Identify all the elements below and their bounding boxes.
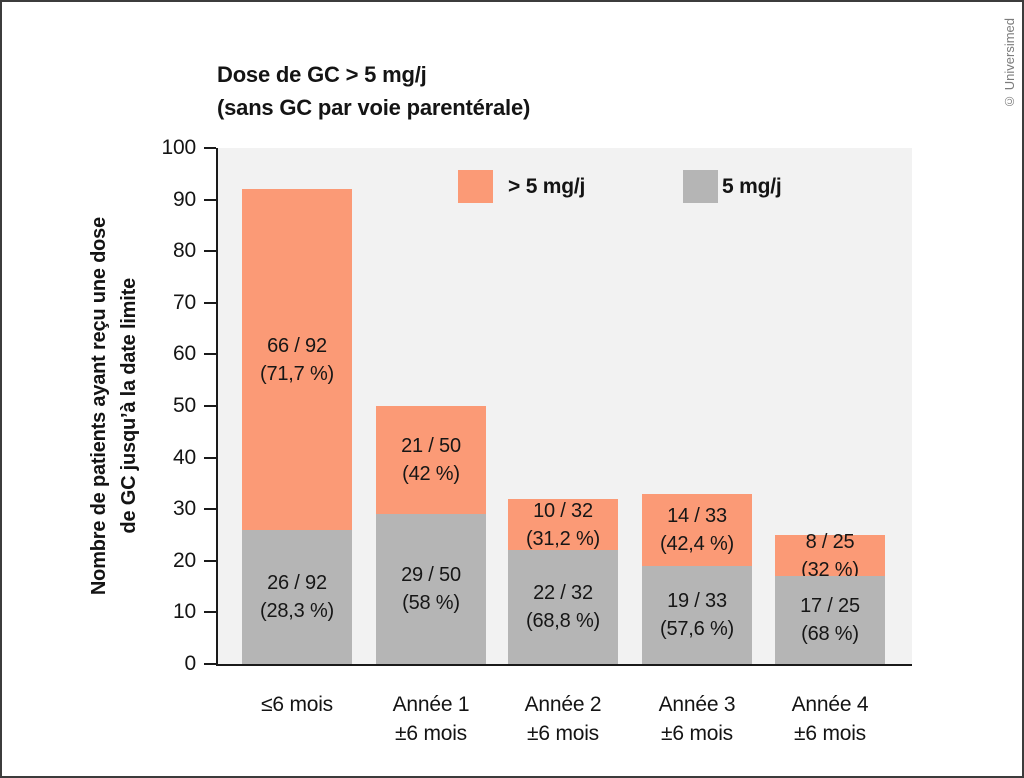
y-tick-label: 40: [173, 445, 196, 469]
bar-segment-5mg: 19 / 33 (57,6 %): [642, 565, 752, 664]
x-axis-label-line: ±6 mois: [527, 722, 599, 745]
stacked-bar: 10 / 32 (31,2 %) 22 / 32 (68,8 %): [508, 498, 618, 664]
legend-swatch-gray: [683, 170, 718, 203]
y-tick-mark: [204, 250, 216, 253]
chart-title-line2: (sans GC par voie parentérale): [217, 95, 531, 120]
y-tick-mark: [204, 405, 216, 407]
legend-swatch-orange: [458, 170, 493, 203]
bar-value-label: (28,3 %): [260, 599, 334, 622]
y-tick-label: 0: [184, 652, 197, 675]
y-axis-line: [216, 148, 218, 666]
bar-value-label: (68,8 %): [526, 610, 600, 633]
y-axis-title: Nombre de patients ayant reçu une dose d…: [88, 148, 148, 664]
plot-area: > 5 mg/j 5 mg/j 0 10 20 30 40 50 60 70 80 90 100 66…: [162, 136, 912, 675]
chart-title-line1: Dose de GC > 5 mg/j: [217, 62, 427, 87]
y-tick-mark: [204, 456, 216, 459]
copyright-watermark: © Universimed: [1002, 18, 1017, 109]
y-tick-label: 20: [173, 548, 196, 572]
bar-value-label: (31,2 %): [526, 527, 600, 550]
bar-segment-5mg: 26 / 92 (28,3 %): [242, 529, 352, 664]
bar-value-label: (57,6 %): [660, 617, 734, 640]
bar-value-label: (42,4 %): [660, 532, 734, 555]
x-axis-label-line: Année 1: [392, 693, 470, 716]
y-tick-mark: [204, 147, 216, 149]
x-axis-label-line: Année 3: [658, 693, 736, 716]
legend-label-5mg: 5 mg/j: [722, 174, 782, 198]
x-axis-label: Année 3 ±6 mois: [627, 690, 767, 748]
y-tick-mark: [204, 508, 216, 511]
chart-title: Dose de GC > 5 mg/j (sans GC par voie pa…: [217, 58, 530, 124]
bar-value-label: 8 / 25: [805, 530, 855, 553]
stacked-bar: 66 / 92 (71,7 %) 26 / 92 (28,3 %): [242, 189, 352, 664]
y-tick-label: 70: [173, 290, 196, 314]
y-tick-mark: [204, 663, 216, 665]
bar-value-label: 21 / 50: [401, 435, 461, 458]
bar-value-label: 19 / 33: [667, 589, 727, 612]
bar-value-label: (68 %): [801, 623, 859, 646]
x-axis-label: Année 4 ±6 mois: [760, 690, 900, 748]
y-axis-title-line1: Nombre de patients ayant reçu une dose: [88, 216, 110, 596]
bar-value-label: 17 / 25: [800, 595, 860, 618]
bar-segment-gt5mg: 21 / 50 (42 %): [376, 406, 486, 515]
bar-segment-5mg: 17 / 25 (68 %): [775, 576, 885, 664]
y-tick-label: 30: [173, 497, 196, 521]
x-axis-label-line: ≤6 mois: [261, 693, 333, 716]
y-tick-label: 90: [173, 187, 196, 211]
y-tick-mark: [204, 559, 216, 562]
x-axis-label: ≤6 mois: [227, 690, 367, 719]
stacked-bar: 8 / 25 (32 %) 17 / 25 (68 %): [775, 531, 885, 664]
legend-item-5mg: 5 mg/j: [683, 170, 782, 203]
bar-value-label: 26 / 92: [267, 571, 327, 594]
bar-segment-5mg: 29 / 50 (58 %): [376, 514, 486, 664]
bar-value-label: (42 %): [402, 463, 460, 486]
bar-segment-gt5mg: 10 / 32 (31,2 %): [508, 498, 618, 551]
bar-segment-5mg: 22 / 32 (68,8 %): [508, 550, 618, 664]
bar-value-label: 66 / 92: [267, 334, 327, 357]
bar-value-label: (71,7 %): [260, 362, 334, 385]
x-axis-line: [216, 664, 912, 666]
y-tick-mark: [204, 301, 216, 304]
y-tick-label: 10: [173, 600, 196, 624]
bar-value-label: 22 / 32: [533, 582, 593, 605]
bar-segment-gt5mg: 8 / 25 (32 %): [775, 531, 885, 581]
bar-value-label: (32 %): [801, 558, 859, 581]
legend-label-gt5mg: > 5 mg/j: [508, 174, 586, 198]
legend-item-gt5mg: > 5 mg/j: [458, 170, 585, 203]
bar-value-label: 29 / 50: [401, 564, 461, 587]
y-tick-label: 50: [173, 394, 196, 417]
y-tick-label: 100: [161, 136, 197, 159]
x-axis-label-line: Année 4: [791, 693, 869, 716]
y-tick-mark: [204, 611, 216, 614]
bar-value-label: 10 / 32: [533, 499, 593, 522]
bar-value-label: (58 %): [402, 592, 460, 615]
bar-segment-gt5mg: 66 / 92 (71,7 %): [242, 189, 352, 530]
x-axis-label: Année 2 ±6 mois: [493, 690, 633, 748]
x-axis-label-line: ±6 mois: [661, 722, 733, 745]
stacked-bar: 14 / 33 (42,4 %) 19 / 33 (57,6 %): [642, 493, 752, 664]
x-axis-label-line: ±6 mois: [794, 722, 866, 745]
x-axis-label-line: ±6 mois: [395, 722, 467, 745]
y-tick-mark: [204, 198, 216, 201]
x-axis-label-line: Année 2: [524, 693, 602, 716]
y-tick-label: 60: [173, 342, 196, 366]
bar-value-label: 14 / 33: [667, 504, 727, 527]
bar-segment-gt5mg: 14 / 33 (42,4 %): [642, 493, 752, 566]
x-axis-label: Année 1 ±6 mois: [361, 690, 501, 748]
stacked-bar: 21 / 50 (42 %) 29 / 50 (58 %): [376, 406, 486, 664]
y-tick-label: 80: [173, 239, 196, 263]
y-tick-mark: [204, 353, 216, 356]
